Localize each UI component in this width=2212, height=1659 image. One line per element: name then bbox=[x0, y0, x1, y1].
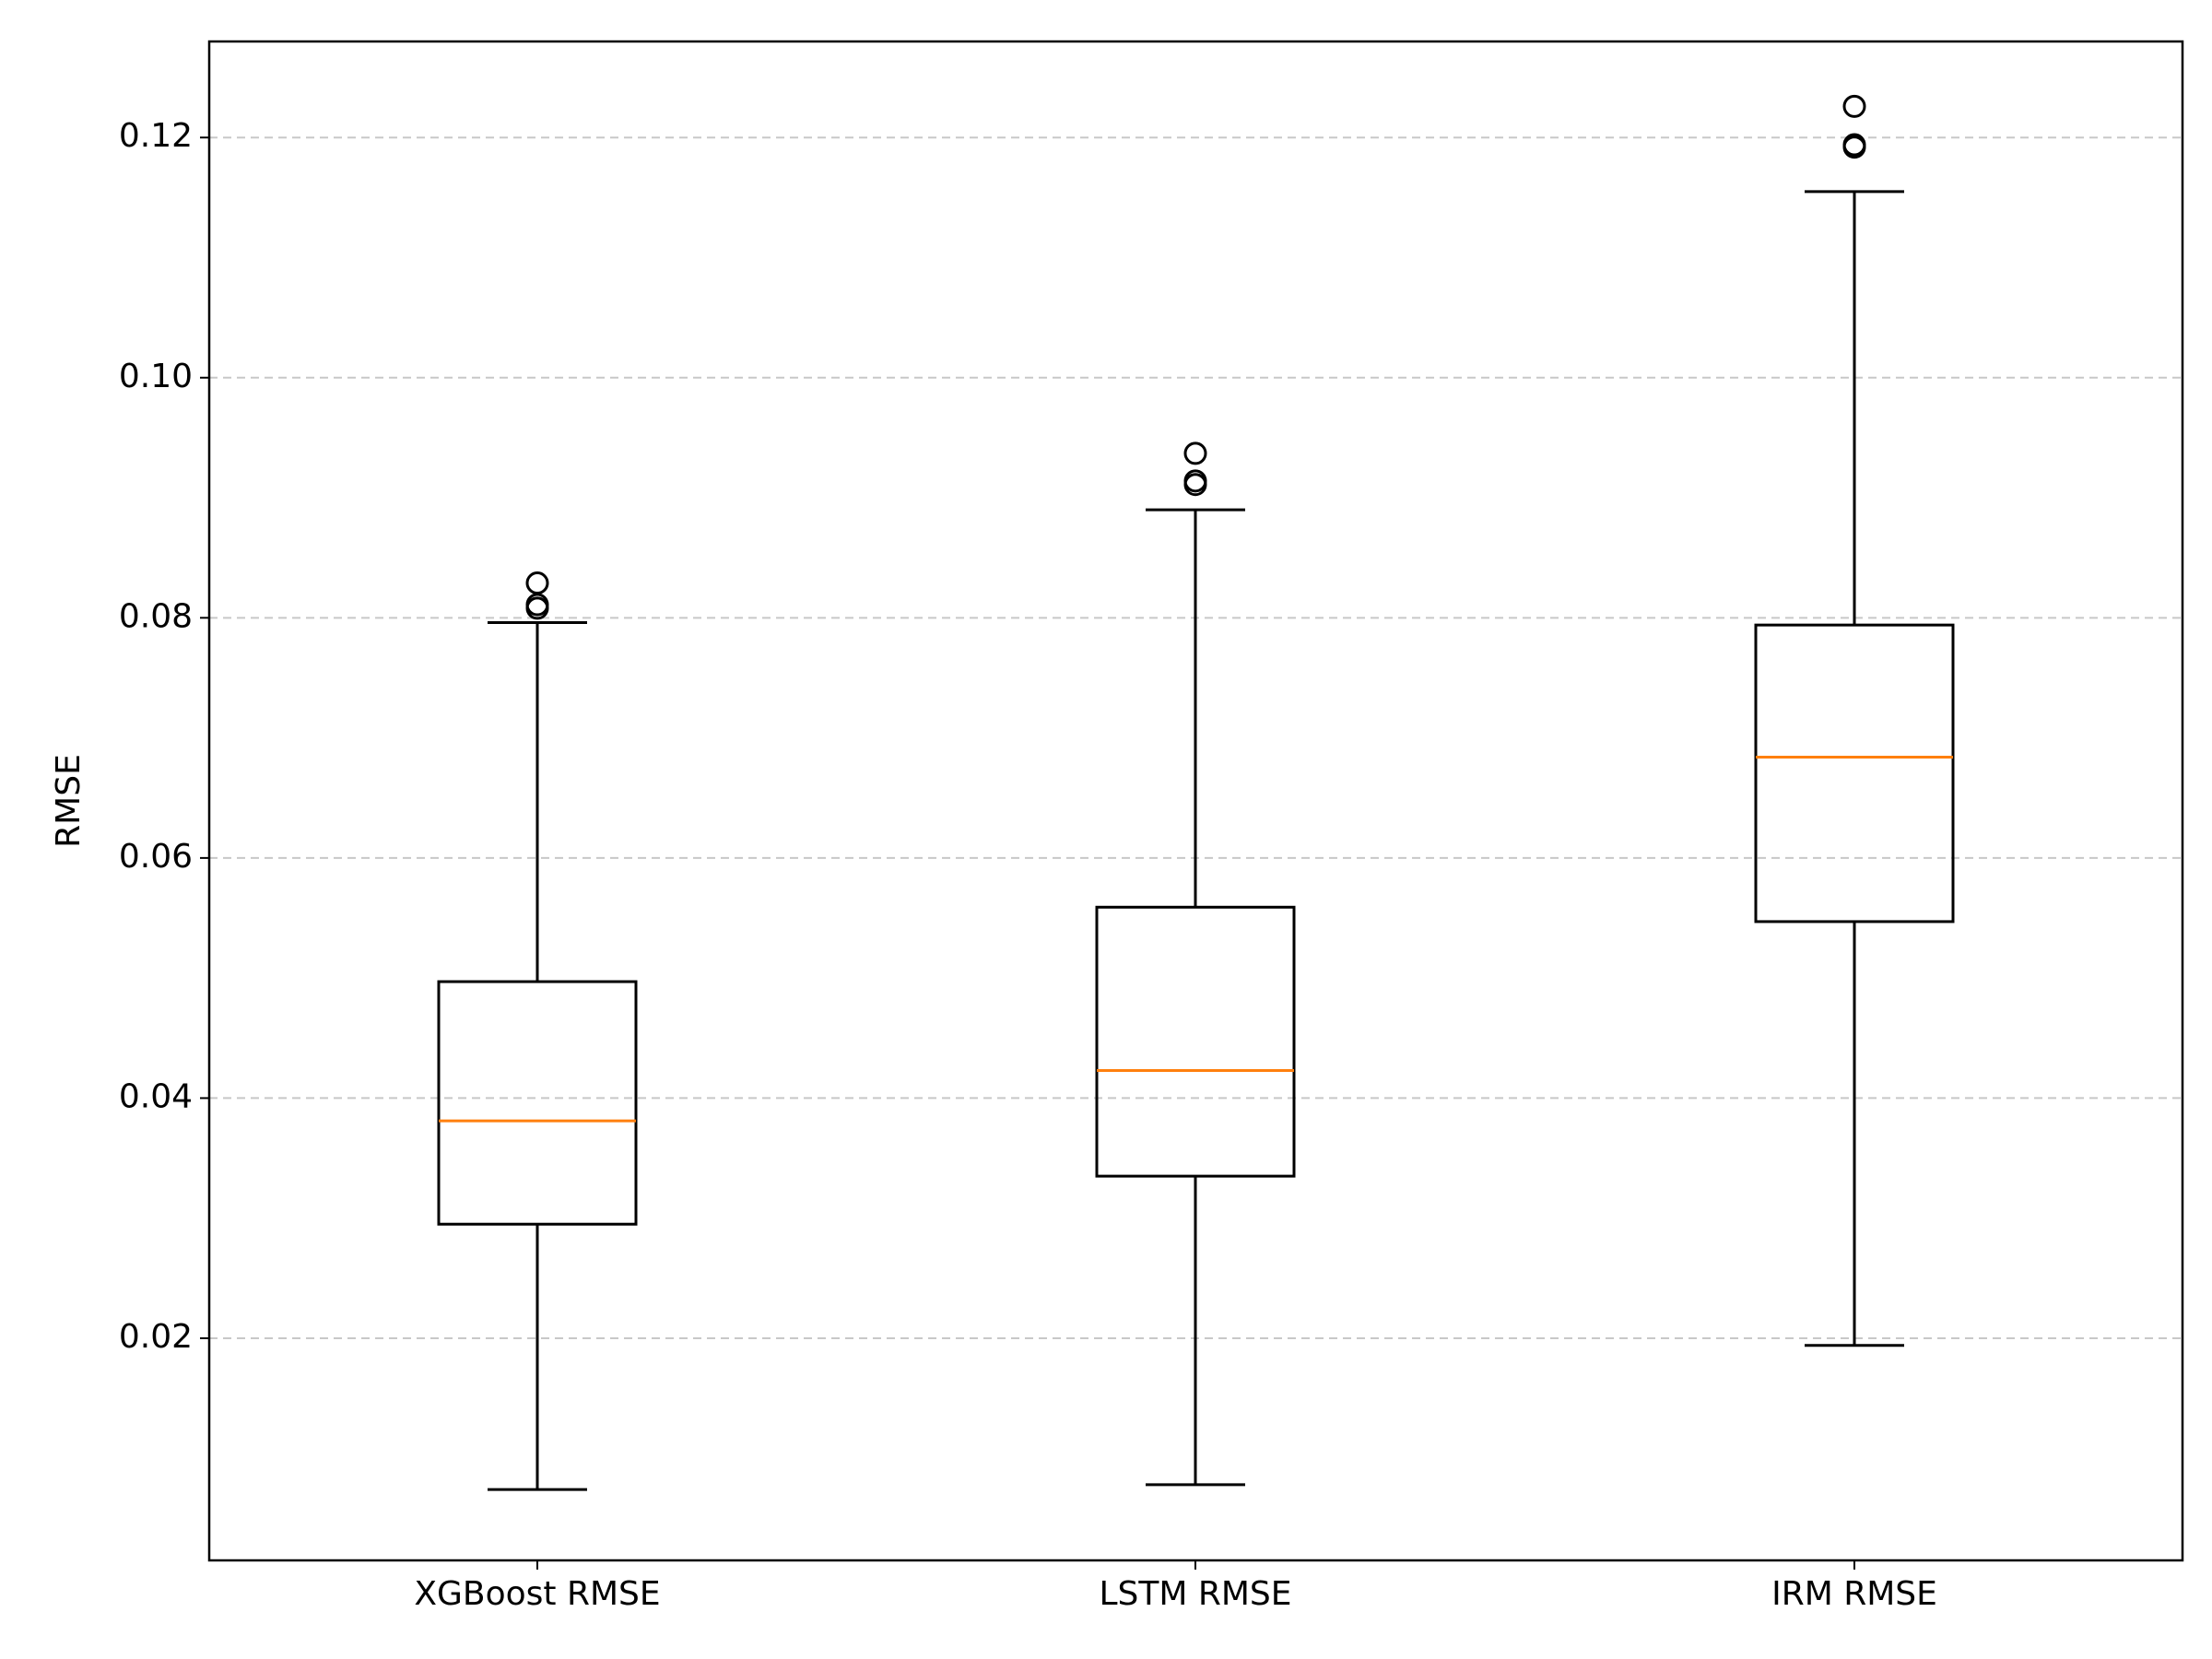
iqr-box bbox=[1754, 623, 1955, 924]
box-group bbox=[437, 571, 638, 1491]
outlier-point bbox=[1183, 469, 1207, 493]
y-axis-label: RMSE bbox=[50, 754, 88, 848]
y-tick-label: 0.12 bbox=[119, 117, 193, 155]
box-series bbox=[437, 94, 1955, 1491]
x-axis-ticks: XGBoost RMSE LSTM RMSE IRM RMSE bbox=[414, 1560, 1937, 1613]
y-tick-label: 0.08 bbox=[119, 597, 193, 635]
x-tick-label: IRM RMSE bbox=[1771, 1575, 1937, 1613]
outlier-point bbox=[1183, 441, 1207, 465]
x-tick-label: XGBoost RMSE bbox=[414, 1575, 660, 1613]
box-group bbox=[1095, 441, 1296, 1487]
x-tick-label: LSTM RMSE bbox=[1099, 1575, 1291, 1613]
y-tick-label: 0.04 bbox=[119, 1077, 193, 1115]
y-tick-label: 0.10 bbox=[119, 358, 193, 395]
iqr-box bbox=[1095, 905, 1296, 1178]
iqr-box bbox=[437, 980, 638, 1226]
y-axis-ticks: 0.02 0.04 0.06 0.08 0.10 0.12 bbox=[119, 117, 209, 1356]
outlier-point bbox=[1842, 133, 1866, 157]
y-tick-label: 0.02 bbox=[119, 1318, 193, 1356]
box-group bbox=[1754, 94, 1955, 1347]
outlier-point bbox=[1842, 94, 1866, 118]
outlier-point bbox=[525, 571, 549, 595]
y-tick-label: 0.06 bbox=[119, 838, 193, 876]
